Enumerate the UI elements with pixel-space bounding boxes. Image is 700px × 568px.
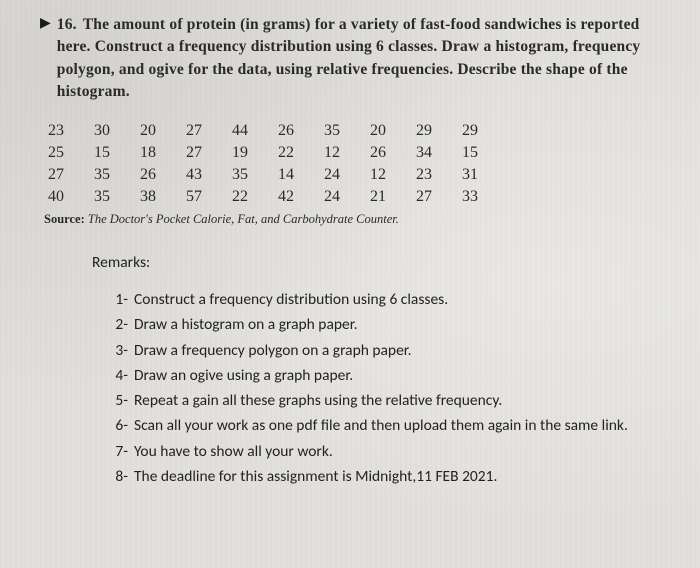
data-cell: 22 [274,144,320,162]
problem-header: ▶ 16.The amount of protein (in grams) fo… [40,14,670,104]
data-cell: 35 [228,166,274,184]
data-cell: 35 [90,166,136,184]
data-cell: 15 [458,144,504,162]
data-cell: 43 [182,166,228,184]
remarks-item-text: Draw an ogive using a graph paper. [134,364,670,387]
remarks-item: 5- Repeat a gain all these graphs using t… [110,389,670,412]
data-cell: 31 [458,166,504,184]
data-cell: 40 [44,188,90,206]
data-cell: 12 [366,166,412,184]
data-cell: 42 [274,188,320,206]
remarks-section: Remarks: 1- Construct a frequency distrib… [40,251,670,488]
source-label: Source: [44,212,85,226]
data-cell: 38 [136,188,182,206]
data-cell: 23 [44,122,90,140]
remarks-item-text: The deadline for this assignment is Midn… [134,465,670,488]
data-cell: 27 [182,144,228,162]
data-cell: 25 [44,144,90,162]
data-cell: 26 [366,144,412,162]
remarks-item: 6- Scan all your work as one pdf file and… [110,414,670,437]
remarks-title: Remarks: [92,251,670,274]
remarks-item-number: 7- [110,440,128,463]
remarks-item: 1- Construct a frequency distribution usi… [110,288,670,311]
remarks-list: 1- Construct a frequency distribution usi… [92,288,670,488]
remarks-item-text: Draw a histogram on a graph paper. [134,313,670,336]
data-cell: 27 [412,188,458,206]
data-table: 2330202744263520292925151827192212263415… [44,122,670,206]
data-cell: 27 [44,166,90,184]
data-cell: 34 [412,144,458,162]
data-cell: 26 [274,122,320,140]
remarks-item-number: 8- [110,465,128,488]
data-cell: 30 [90,122,136,140]
data-cell: 20 [366,122,412,140]
data-cell: 29 [412,122,458,140]
remarks-item-text: Construct a frequency distribution using… [134,288,670,311]
data-cell: 27 [182,122,228,140]
remarks-item-text: Draw a frequency polygon on a graph pape… [134,339,670,362]
remarks-item: 3- Draw a frequency polygon on a graph pa… [110,339,670,362]
data-cell: 35 [90,188,136,206]
data-cell: 14 [274,166,320,184]
data-cell: 44 [228,122,274,140]
data-cell: 23 [412,166,458,184]
remarks-item-number: 6- [110,414,128,437]
data-cell: 57 [182,188,228,206]
remarks-item-text: You have to show all your work. [134,440,670,463]
remarks-item-number: 1- [110,288,128,311]
remarks-item: 7- You have to show all your work. [110,440,670,463]
source-line: Source: The Doctor's Pocket Calorie, Fat… [44,212,670,227]
data-cell: 21 [366,188,412,206]
bullet-marker: ▶ [40,17,51,31]
data-cell: 12 [320,144,366,162]
remarks-item: 8- The deadline for this assignment is Mi… [110,465,670,488]
data-cell: 18 [136,144,182,162]
data-cell: 29 [458,122,504,140]
remarks-item-number: 4- [110,364,128,387]
problem-statement: The amount of protein (in grams) for a v… [57,16,641,100]
data-cell: 35 [320,122,366,140]
remarks-item-number: 2- [110,313,128,336]
remarks-item-number: 5- [110,389,128,412]
data-cell: 20 [136,122,182,140]
data-cell: 15 [90,144,136,162]
remarks-item-number: 3- [110,339,128,362]
problem-text-block: 16.The amount of protein (in grams) for … [57,14,670,104]
remarks-item: 2- Draw a histogram on a graph paper. [110,313,670,336]
data-cell: 24 [320,166,366,184]
problem-number: 16. [57,16,77,33]
data-cell: 22 [228,188,274,206]
data-cell: 26 [136,166,182,184]
source-title: The Doctor's Pocket Calorie, Fat, and Ca… [88,212,399,226]
data-cell: 33 [458,188,504,206]
data-cell: 19 [228,144,274,162]
data-cell: 24 [320,188,366,206]
remarks-item-text: Repeat a gain all these graphs using the… [134,389,670,412]
remarks-item: 4- Draw an ogive using a graph paper. [110,364,670,387]
remarks-item-text: Scan all your work as one pdf file and t… [134,414,670,437]
